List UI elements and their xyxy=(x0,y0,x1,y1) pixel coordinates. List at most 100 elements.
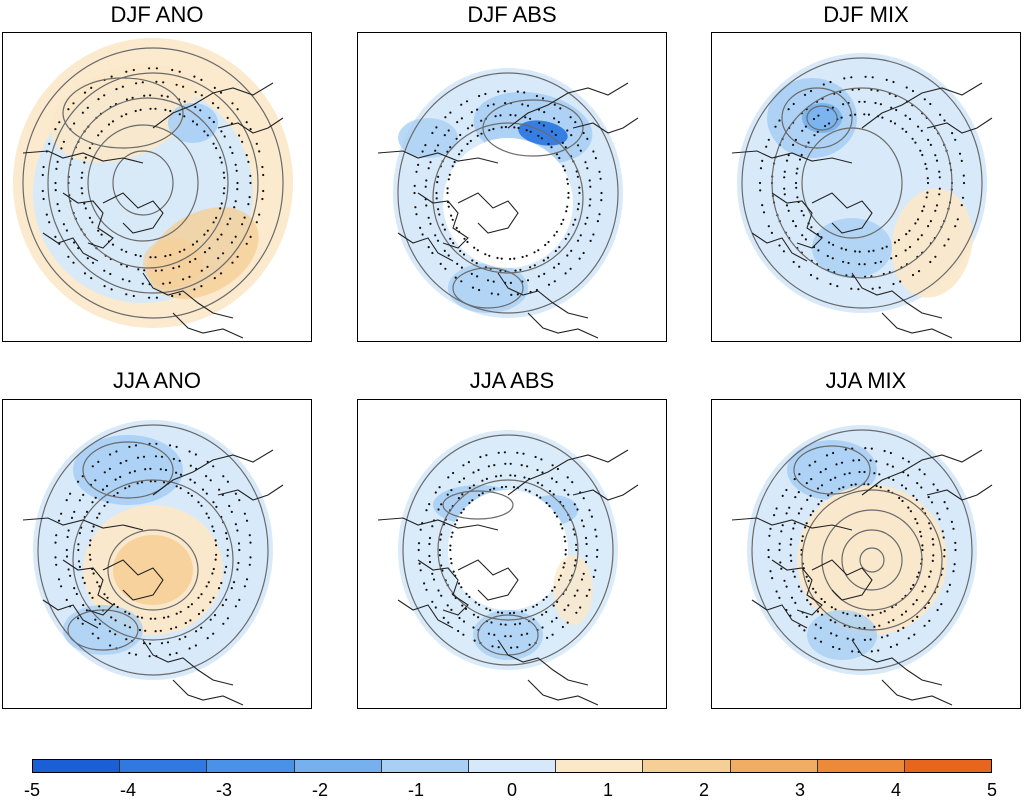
significance-dot xyxy=(934,154,937,157)
significance-dot xyxy=(576,208,579,211)
significance-dot xyxy=(863,263,866,266)
significance-dot xyxy=(553,234,556,237)
contour-line xyxy=(841,529,903,591)
significance-dot xyxy=(441,569,444,572)
significance-dot xyxy=(226,548,229,552)
significance-dot xyxy=(518,622,521,625)
significance-dot xyxy=(175,612,178,615)
significance-dot xyxy=(128,485,131,488)
significance-dot xyxy=(421,150,424,153)
significance-dot xyxy=(78,565,81,568)
significance-dot xyxy=(542,124,545,127)
coastline xyxy=(377,150,499,164)
contour-line xyxy=(67,609,139,651)
significance-dot xyxy=(572,223,575,226)
significance-dot xyxy=(98,585,101,588)
significance-dot xyxy=(834,476,837,479)
significance-dot xyxy=(493,464,496,467)
significance-dot xyxy=(895,643,899,646)
contour-line xyxy=(47,72,259,294)
significance-dot xyxy=(249,174,252,177)
significance-dot xyxy=(178,70,181,73)
significance-dot xyxy=(584,161,587,164)
significance-dot xyxy=(893,241,897,244)
significance-dot xyxy=(509,113,512,117)
significance-dot xyxy=(930,501,934,504)
significance-dot xyxy=(455,226,458,230)
significance-dot xyxy=(921,153,924,157)
significance-dot xyxy=(559,523,562,526)
significance-dot xyxy=(854,483,857,486)
significance-dot xyxy=(951,132,954,135)
significance-dot xyxy=(800,590,803,593)
significance-dot xyxy=(564,553,567,556)
significance-dot xyxy=(932,483,935,486)
coastline xyxy=(497,272,589,319)
significance-dot xyxy=(435,191,438,195)
significance-dot xyxy=(97,229,100,232)
significance-dot xyxy=(77,560,81,563)
significance-dot xyxy=(434,491,437,494)
significance-dot xyxy=(200,285,203,288)
significance-dot xyxy=(245,242,248,245)
coastline xyxy=(731,150,853,164)
significance-dot xyxy=(67,255,70,258)
significance-dot xyxy=(509,281,512,284)
significance-dot xyxy=(759,167,763,170)
significance-dot xyxy=(504,462,507,465)
significance-dot xyxy=(162,616,166,619)
significance-dot xyxy=(468,501,471,505)
significance-dot xyxy=(42,165,45,169)
significance-dot xyxy=(77,543,80,546)
significance-dot xyxy=(814,637,817,640)
significance-dot xyxy=(247,160,250,163)
significance-dot xyxy=(790,596,794,599)
significance-dot xyxy=(197,501,200,504)
significance-dot xyxy=(770,231,773,234)
significance-dot xyxy=(199,109,202,112)
significance-dot xyxy=(484,253,487,256)
significance-dot xyxy=(794,138,797,141)
significance-dot xyxy=(801,234,804,237)
significance-dot xyxy=(889,451,892,455)
significance-dot xyxy=(902,626,905,629)
significance-dot xyxy=(243,216,246,219)
significance-dot xyxy=(248,196,251,199)
significance-dot xyxy=(559,107,562,110)
significance-dot xyxy=(831,106,834,109)
significance-dot xyxy=(201,609,205,612)
significance-dot xyxy=(425,204,428,207)
significance-dot xyxy=(213,277,216,280)
significance-dot xyxy=(205,512,208,515)
significance-dot xyxy=(114,619,117,622)
significance-dot xyxy=(231,102,234,105)
significance-dot xyxy=(229,217,232,220)
significance-dot xyxy=(175,626,178,629)
coastline xyxy=(507,449,629,496)
significance-dot xyxy=(905,233,908,236)
significance-dot xyxy=(512,611,516,614)
contour-line xyxy=(442,490,514,520)
significance-dot xyxy=(443,249,446,252)
significance-dot xyxy=(116,491,119,495)
coastline xyxy=(217,117,284,134)
significance-dot xyxy=(230,241,233,244)
significance-dot xyxy=(460,586,463,589)
significance-dot xyxy=(520,464,523,467)
significance-dot xyxy=(907,460,910,463)
significance-dot xyxy=(925,167,928,170)
significance-dot xyxy=(155,296,158,299)
significance-dot xyxy=(500,486,504,489)
significance-dot xyxy=(573,533,576,536)
significance-dot xyxy=(867,250,870,253)
significance-dot xyxy=(245,154,248,157)
significance-dot xyxy=(936,512,939,515)
contour-line xyxy=(801,489,943,631)
significance-dot xyxy=(580,578,584,581)
panel-title-jja-abs: JJA ABS xyxy=(469,368,555,393)
significance-dot xyxy=(261,165,264,169)
significance-dot xyxy=(759,189,762,192)
significance-dot xyxy=(80,187,83,190)
significance-dot xyxy=(205,585,208,588)
significance-dot xyxy=(879,611,882,614)
